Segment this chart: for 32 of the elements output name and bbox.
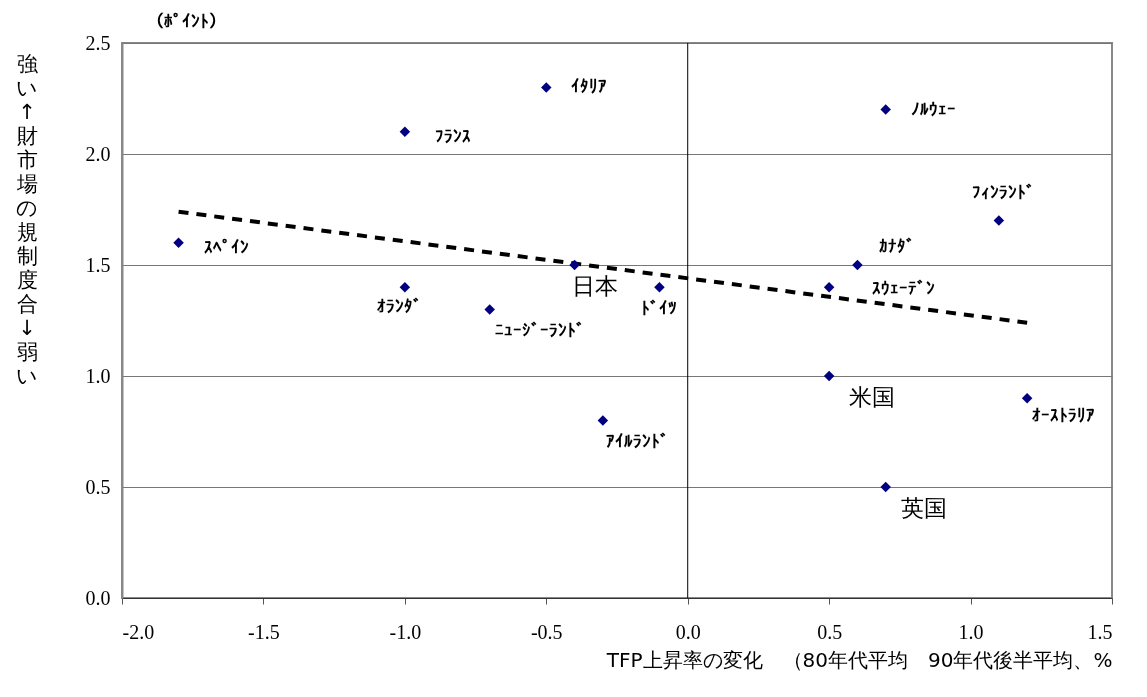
- annotation: ｲﾀﾘｱ: [571, 76, 608, 97]
- annotation: ﾆｭｰｼﾞｰﾗﾝﾄﾞ: [494, 320, 585, 341]
- x-tick-label: -0.5: [530, 620, 563, 643]
- annotation: 日本: [571, 273, 618, 299]
- annotation: ｵﾗﾝﾀﾞ: [377, 296, 423, 317]
- text: （ﾎﾟｲﾝﾄ）: [147, 11, 226, 31]
- x-axis-title: TFP上昇率の変化 （80年代平均 90年代後半平均、%: [605, 647, 1113, 672]
- x-tick-label: 1.0: [958, 620, 984, 643]
- x-tick-label: 0.5: [817, 620, 843, 643]
- y-tick-label: 1.0: [85, 364, 111, 387]
- x-tick-label: -2.0: [122, 620, 155, 643]
- annotation: 米国: [849, 384, 896, 410]
- y-tick-label: 1.5: [85, 253, 111, 276]
- y-tick-label: 2.5: [85, 31, 111, 54]
- x-tick-label: -1.0: [389, 620, 422, 643]
- annotation: ｵｰｽﾄﾗﾘｱ: [1032, 405, 1096, 426]
- annotation: ﾄﾞｲﾂ: [641, 298, 678, 319]
- x-tick-label: 1.5: [1087, 620, 1113, 643]
- annotation: ｽｳｪｰﾃﾞﾝ: [872, 278, 936, 299]
- y-tick-label: 2.0: [85, 142, 111, 165]
- y-tick-label: 0.5: [85, 475, 111, 498]
- annotation: ｽﾍﾟｲﾝ: [203, 236, 249, 257]
- y-tick-label: 0.0: [85, 586, 111, 609]
- x-tick-label: -1.5: [248, 620, 280, 643]
- annotation: 英国: [900, 495, 947, 521]
- text: 強い↑財市場の規制度合↓弱い: [16, 52, 38, 388]
- x-tick-label: 0.0: [675, 620, 701, 643]
- annotation: ﾌﾗﾝｽ: [434, 125, 471, 146]
- annotation: ｱｲﾙﾗﾝﾄﾞ: [605, 431, 669, 452]
- annotation: ﾉﾙｳｪｰ: [910, 98, 956, 119]
- annotation: ﾌｨﾝﾗﾝﾄﾞ: [972, 181, 1036, 202]
- annotation: ｶﾅﾀﾞ: [879, 236, 916, 256]
